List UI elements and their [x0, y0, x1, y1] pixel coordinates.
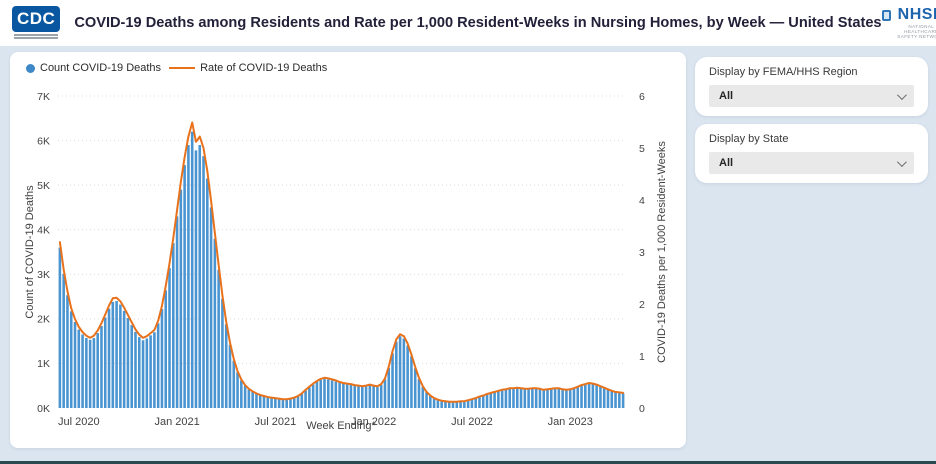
- right-axis-tick-labels: 0 1 2 3 4 5 6: [639, 91, 645, 415]
- rate-line-series[interactable]: [58, 121, 625, 403]
- chart-card: Count COVID-19 Deaths Rate of COVID-19 D…: [10, 52, 686, 448]
- svg-text:5: 5: [639, 143, 645, 155]
- cdc-logo[interactable]: CDC: [12, 6, 61, 40]
- region-filter-select[interactable]: All: [709, 85, 914, 107]
- count-bars-series[interactable]: [58, 131, 625, 408]
- svg-text:2K: 2K: [37, 314, 50, 326]
- svg-text:6K: 6K: [37, 135, 50, 147]
- legend-count-label: Count COVID-19 Deaths: [40, 62, 162, 74]
- cdc-logo-text: CDC: [12, 6, 61, 32]
- svg-text:Jul 2021: Jul 2021: [255, 416, 297, 428]
- monitor-icon: [881, 9, 891, 21]
- nhsn-logo-subtext: NATIONAL HEALTHCARE SAFETY NETWORK: [897, 24, 936, 40]
- svg-text:4K: 4K: [37, 225, 50, 237]
- svg-text:Jan 2022: Jan 2022: [351, 416, 396, 428]
- svg-text:3: 3: [639, 247, 645, 259]
- svg-text:Jul 2022: Jul 2022: [451, 416, 493, 428]
- x-axis-title: Week Ending*: [306, 420, 376, 432]
- left-axis-tick-labels: 0K 1K 2K 3K 4K 5K 6K 7K: [37, 91, 50, 415]
- cdc-logo-subtext-lines: [14, 34, 59, 40]
- filter-card-state: Display by State All: [695, 124, 928, 183]
- left-axis-title: Count of COVID-19 Deaths: [24, 185, 36, 319]
- svg-text:0: 0: [639, 403, 645, 415]
- svg-text:7K: 7K: [37, 91, 50, 103]
- state-filter-value: All: [719, 157, 734, 169]
- svg-text:6: 6: [639, 91, 645, 103]
- legend-item-count[interactable]: Count COVID-19 Deaths: [26, 62, 161, 74]
- chevron-down-icon: [896, 156, 907, 167]
- region-filter-value: All: [719, 90, 734, 102]
- svg-text:Jan 2023: Jan 2023: [548, 416, 593, 428]
- page-title: COVID-19 Deaths among Residents and Rate…: [74, 15, 882, 31]
- region-filter-label: Display by FEMA/HHS Region: [709, 66, 858, 78]
- legend-item-rate[interactable]: Rate of COVID-19 Deaths: [169, 62, 327, 74]
- chart-legend: Count COVID-19 Deaths Rate of COVID-19 D…: [26, 62, 327, 74]
- rate-legend-line-icon: [169, 66, 196, 70]
- svg-text:2: 2: [639, 299, 645, 311]
- bottom-accent-bar: [0, 461, 936, 464]
- svg-text:5K: 5K: [37, 180, 50, 192]
- count-legend-dot-icon: [26, 63, 35, 73]
- grid-lines: [58, 95, 625, 364]
- filter-card-region: Display by FEMA/HHS Region All: [695, 57, 928, 116]
- svg-text:1: 1: [639, 351, 645, 363]
- svg-text:4: 4: [639, 195, 645, 207]
- x-axis-tick-labels: Jul 2020 Jan 2021 Jul 2021 Jan 2022 Jul 2022…: [58, 416, 593, 428]
- svg-text:0K: 0K: [37, 403, 50, 415]
- svg-text:Jul 2020: Jul 2020: [58, 416, 100, 428]
- svg-text:Jan 2021: Jan 2021: [154, 416, 199, 428]
- state-filter-select[interactable]: All: [709, 152, 914, 174]
- chevron-down-icon: [896, 89, 907, 100]
- legend-rate-label: Rate of COVID-19 Deaths: [200, 62, 328, 74]
- right-axis-title: COVID-19 Deaths per 1,000 Resident-Weeks: [656, 141, 668, 363]
- svg-text:1K: 1K: [37, 358, 50, 370]
- svg-text:3K: 3K: [37, 269, 50, 281]
- state-filter-label: Display by State: [709, 133, 789, 145]
- header: CDC COVID-19 Deaths among Residents and …: [0, 0, 936, 46]
